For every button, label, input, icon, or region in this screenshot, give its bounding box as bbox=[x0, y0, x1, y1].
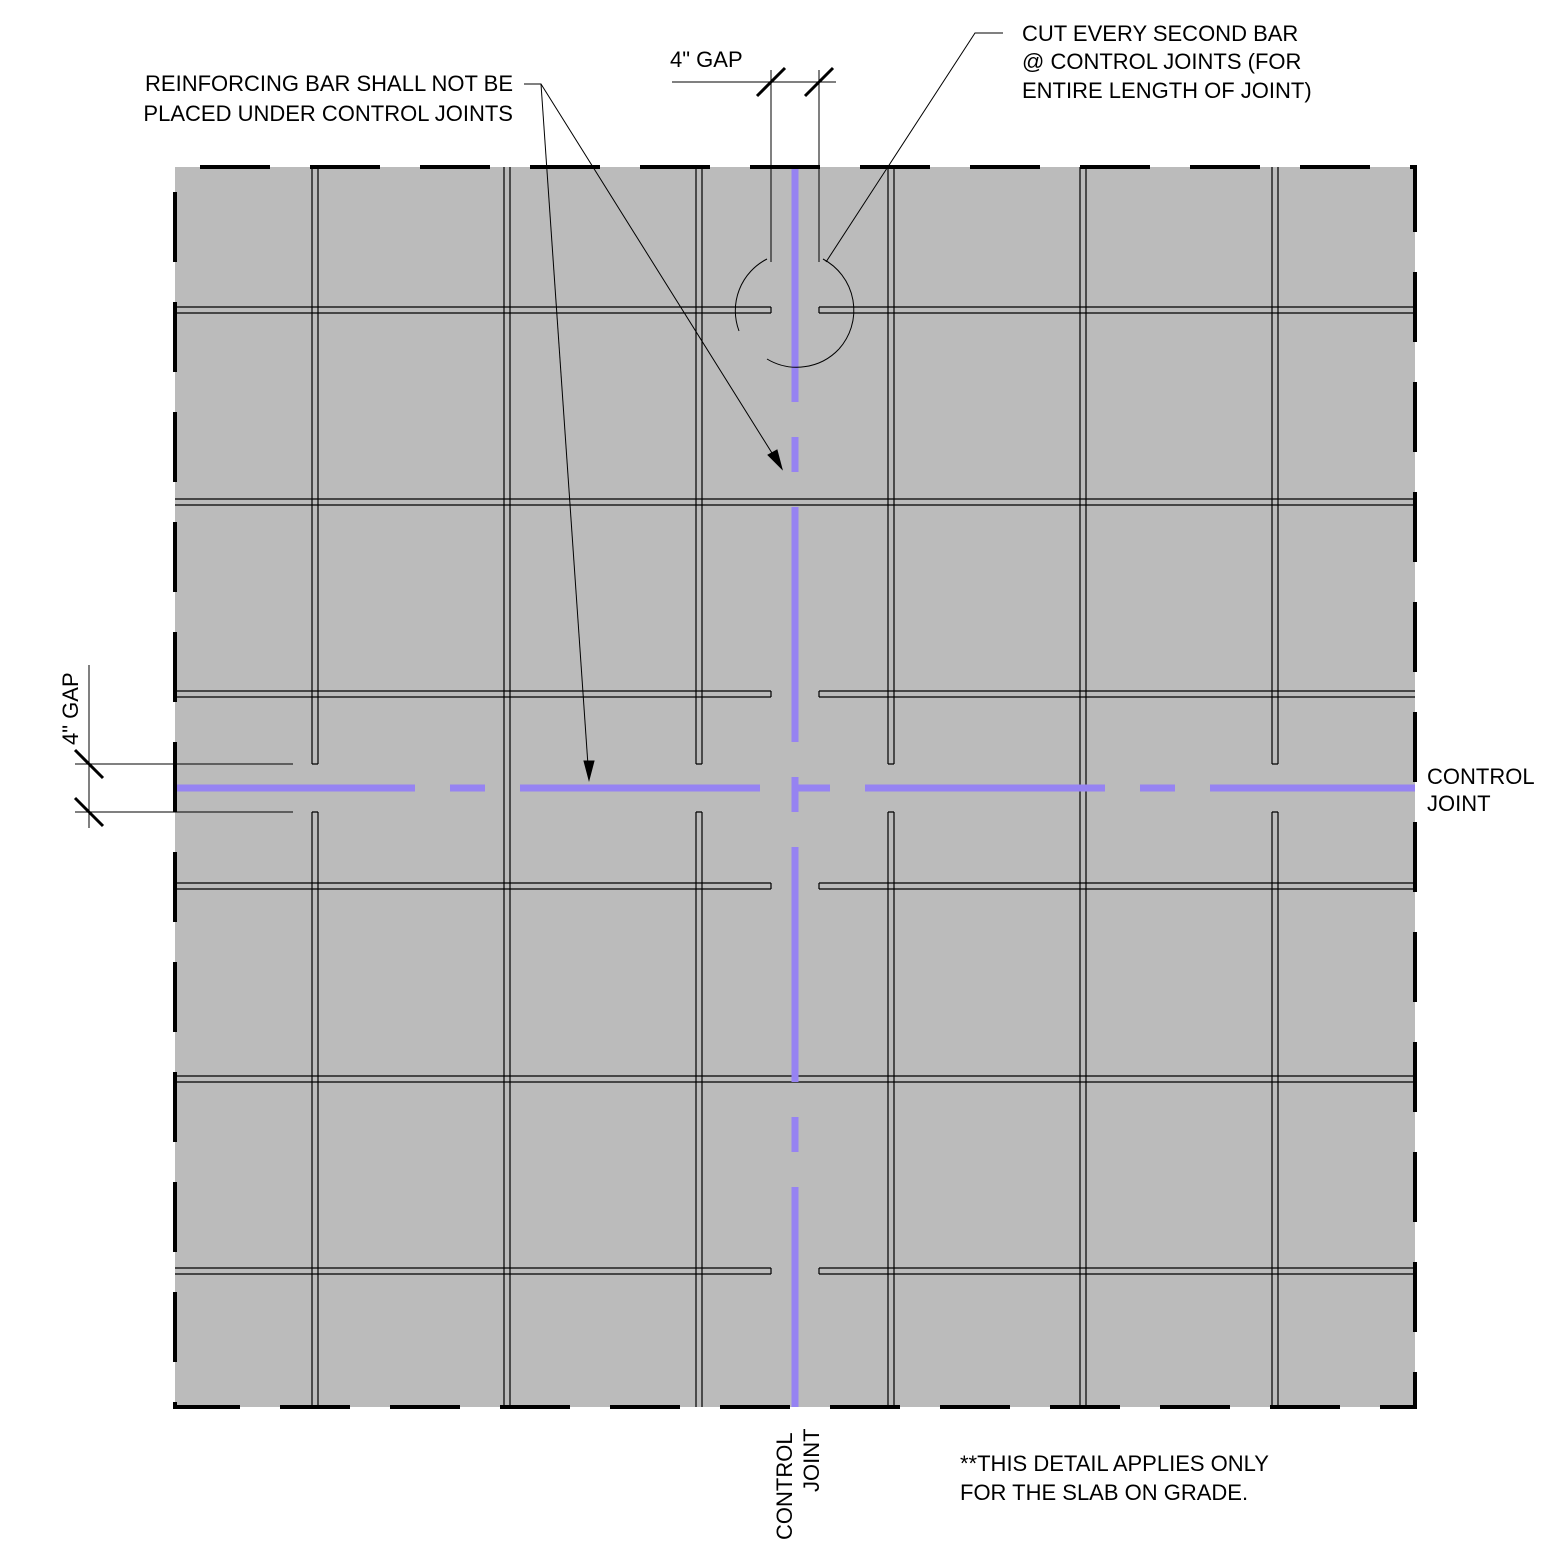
gap-label-left: 4" GAP bbox=[58, 672, 83, 745]
rebar-note-line2: PLACED UNDER CONTROL JOINTS bbox=[143, 101, 513, 126]
cut-note-line2: @ CONTROL JOINTS (FOR bbox=[1022, 49, 1301, 74]
control-joint-label-bottom-line2: JOINT bbox=[799, 1428, 824, 1492]
control-joint-label-right-line1: CONTROL bbox=[1427, 764, 1535, 789]
gap-label-top: 4" GAP bbox=[670, 47, 743, 72]
control-joint-label-bottom-line1: CONTROL bbox=[772, 1432, 797, 1540]
applies-note-line1: **THIS DETAIL APPLIES ONLY bbox=[960, 1451, 1269, 1476]
applies-note-line2: FOR THE SLAB ON GRADE. bbox=[960, 1480, 1248, 1505]
cut-note-line1: CUT EVERY SECOND BAR bbox=[1022, 21, 1298, 46]
control-joint-label-right-line2: JOINT bbox=[1427, 791, 1491, 816]
cut-note-line3: ENTIRE LENGTH OF JOINT) bbox=[1022, 78, 1312, 103]
rebar-note-line1: REINFORCING BAR SHALL NOT BE bbox=[145, 71, 513, 96]
